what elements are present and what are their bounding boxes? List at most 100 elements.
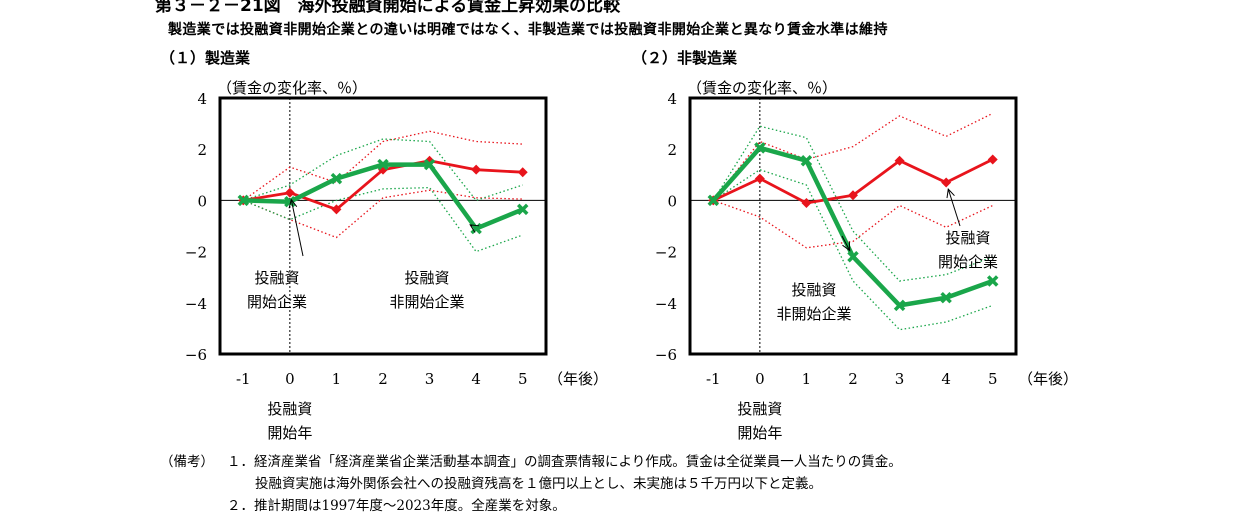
- data-point: [801, 197, 812, 208]
- y-tick-label: 4: [197, 90, 207, 108]
- x-tick-label: 4: [471, 370, 481, 388]
- x-tick-label: 5: [518, 370, 528, 388]
- event-label: 開始年: [737, 424, 782, 442]
- ci-upper-line: [242, 130, 523, 201]
- data-point: [986, 275, 999, 287]
- annotation-label: 非開始企業: [389, 293, 464, 311]
- data-point: [423, 158, 436, 171]
- event-label: 投融資: [267, 400, 312, 418]
- data-point: [237, 194, 250, 207]
- data-point: [284, 195, 296, 208]
- annotation-label: 開始企業: [938, 253, 998, 271]
- data-point: [330, 172, 343, 185]
- point-mark: [330, 172, 343, 185]
- data-point: [516, 203, 529, 216]
- x-axis-label: （年後）: [548, 370, 608, 388]
- event-label: 開始年: [267, 424, 312, 442]
- annotation-arrow-head: [288, 198, 298, 209]
- point-mark: [516, 203, 529, 216]
- annotation-arrow: [947, 188, 961, 227]
- notes-line-1: １．経済産業省「経済産業省企業活動基本調査」の調査票情報により作成。賃金は全従業…: [227, 454, 902, 470]
- point-mark: [940, 291, 952, 304]
- notes-line-3: ２．推計期間は1997年度～2023年度。全産業を対象。: [227, 498, 566, 514]
- ci-lower-line: [243, 186, 523, 253]
- data-point: [754, 142, 766, 154]
- annotation-label: 投融資: [791, 281, 836, 299]
- point-mark: [423, 158, 436, 171]
- x-tick-label: 3: [895, 370, 905, 388]
- x-tick-label: 2: [848, 370, 858, 388]
- point-mark: [847, 250, 859, 263]
- x-tick-label: 0: [755, 370, 765, 388]
- data-point: [987, 154, 998, 165]
- annotation-arrow-head: [946, 188, 955, 199]
- x-tick-label: 5: [988, 370, 998, 388]
- annotation-label: 投融資: [254, 269, 299, 287]
- annotation-arrow-head: [842, 241, 851, 252]
- ci-lower-line: [243, 189, 523, 239]
- figure-title: 第３－２－21図 海外投融資開始による賃金上昇効果の比較: [155, 0, 621, 16]
- data-point: [847, 250, 859, 263]
- y-tick-label: −2: [185, 244, 207, 262]
- ci-upper-line: [243, 138, 523, 202]
- point-mark: [707, 194, 720, 207]
- annotation-arrow: [841, 235, 851, 251]
- point-mark: [377, 158, 389, 171]
- y-tick-label: 2: [667, 141, 677, 159]
- y-tick-label: −6: [185, 346, 207, 364]
- panel-title-manufacturing: （１）製造業: [160, 49, 251, 67]
- y-tick-label: 0: [197, 192, 207, 210]
- x-tick-label: 2: [378, 370, 388, 388]
- x-tick-label: -1: [706, 370, 721, 388]
- y-axis-label: （賃金の変化率、％）: [217, 79, 367, 97]
- y-tick-label: −4: [655, 295, 677, 313]
- plot-frame: [218, 96, 548, 356]
- point-mark: [893, 299, 906, 312]
- data-point: [707, 194, 720, 207]
- annotation-label: 非開始企業: [776, 305, 851, 323]
- x-axis-label: （年後）: [1018, 370, 1078, 388]
- x-tick-label: 1: [802, 370, 812, 388]
- y-tick-label: −6: [655, 346, 677, 364]
- y-tick-label: −4: [185, 295, 207, 313]
- ci-upper-line: [712, 112, 993, 201]
- x-tick-label: 4: [941, 370, 951, 388]
- data-point: [894, 155, 905, 166]
- data-point: [893, 299, 906, 312]
- y-tick-label: 0: [667, 192, 677, 210]
- annotation-arrow: [290, 199, 304, 257]
- data-point: [471, 164, 482, 175]
- data-point: [517, 167, 528, 178]
- y-tick-label: 4: [667, 90, 677, 108]
- notes-line-2: 投融資実施は海外関係会社への投融資残高を１億円以上とし、未実施は５千万円以下と定…: [255, 476, 822, 492]
- point-mark: [986, 275, 999, 287]
- data-point: [378, 164, 388, 175]
- data-point: [800, 154, 813, 167]
- annotation-label: 投融資: [945, 229, 990, 247]
- data-point: [284, 187, 295, 198]
- annotation-label: 投融資: [404, 269, 449, 287]
- figure-subtitle: 製造業では投融資非開始企業との違いは明確ではなく、非製造業では投融資非開始企業と…: [168, 22, 888, 38]
- point-mark: [284, 195, 296, 208]
- data-point: [848, 190, 858, 201]
- plot-frame: [688, 96, 1018, 356]
- data-point: [331, 204, 342, 215]
- x-tick-label: 0: [285, 370, 295, 388]
- data-point: [377, 158, 389, 171]
- y-tick-label: 2: [197, 141, 207, 159]
- y-axis-label: （賃金の変化率、％）: [687, 79, 837, 97]
- ci-lower-line: [713, 199, 993, 249]
- x-tick-label: 3: [425, 370, 435, 388]
- data-point: [754, 173, 765, 184]
- event-label: 投融資: [737, 400, 782, 418]
- point-mark: [800, 154, 813, 167]
- annotation-label: 開始企業: [247, 293, 307, 311]
- point-mark: [237, 194, 250, 207]
- notes-prefix: （備考）: [160, 454, 214, 470]
- x-tick-label: -1: [236, 370, 251, 388]
- data-point: [940, 291, 952, 304]
- annotation-arrow-head: [469, 224, 480, 233]
- panel-title-non-manufacturing: （２）非製造業: [632, 49, 738, 67]
- x-tick-label: 1: [332, 370, 342, 388]
